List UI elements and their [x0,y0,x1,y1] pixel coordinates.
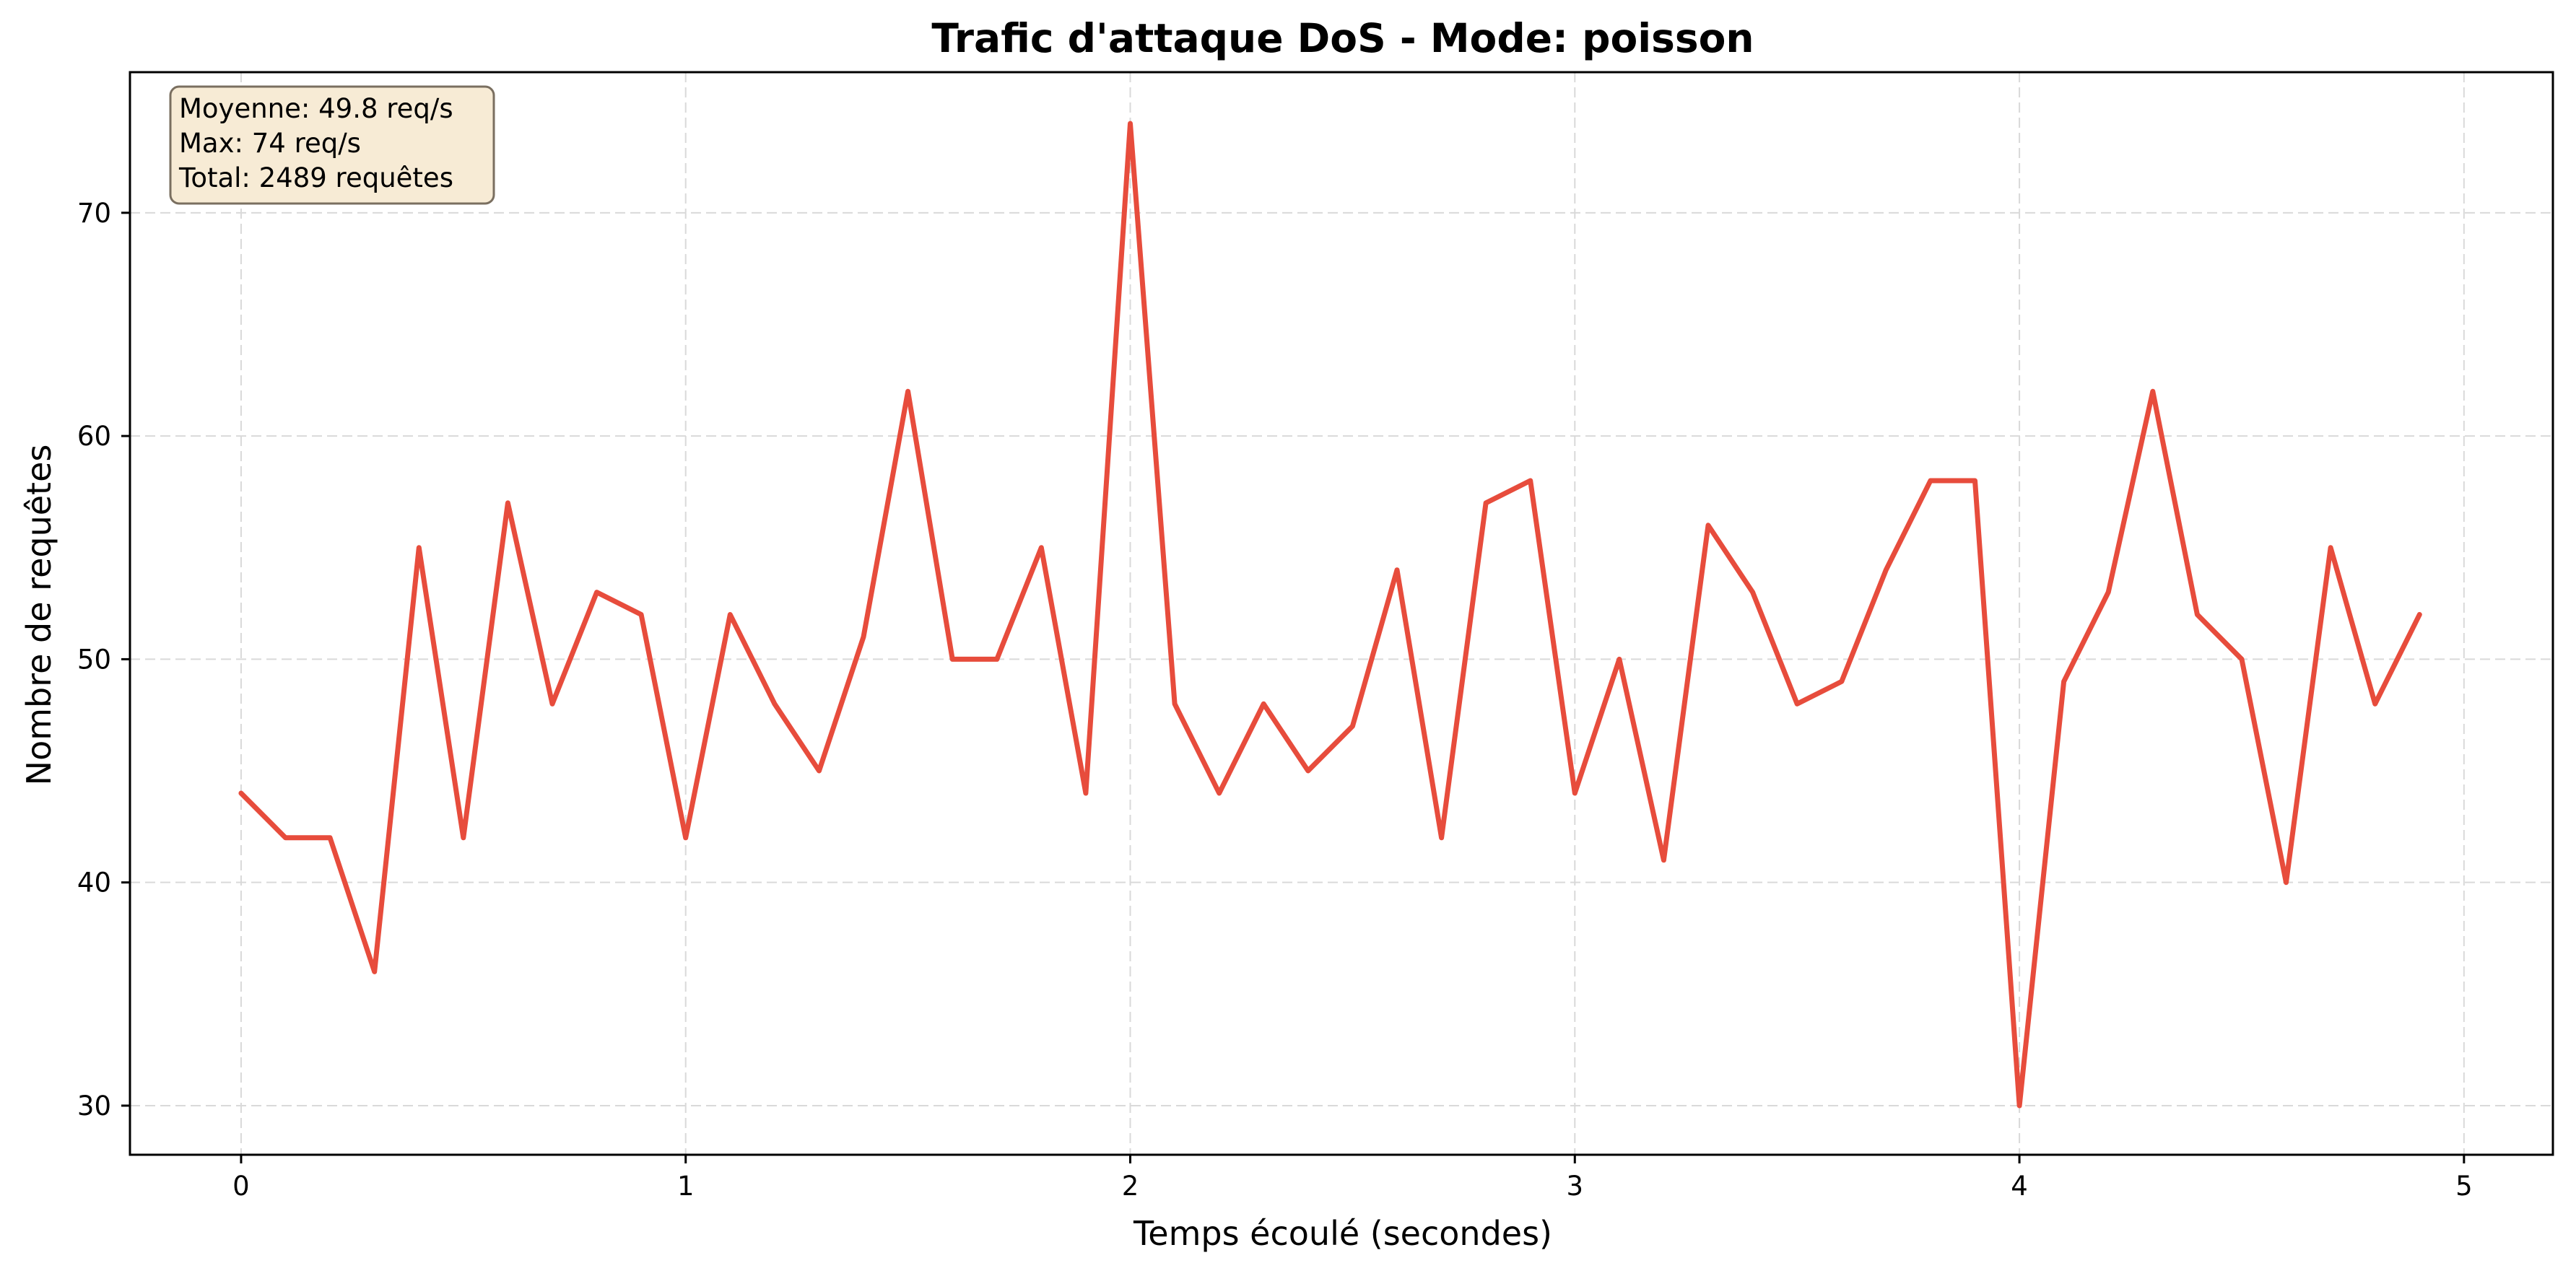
series-layer [238,121,2422,1109]
series-line [238,121,2422,1109]
y-tick-label: 50 [77,644,111,675]
plot-frame [129,71,2554,1156]
x-axis-label: Temps écoulé (secondes) [1133,1214,1552,1253]
x-tick-label: 2 [1122,1171,1139,1202]
x-tick-label: 0 [232,1171,250,1202]
y-tick-label: 60 [77,421,111,452]
stats-box: Moyenne: 49.8 req/s Max: 74 req/s Total:… [169,85,495,205]
y-tick-label: 30 [77,1091,111,1122]
stats-max: Max: 74 req/s [179,128,361,159]
grid [130,72,2553,1155]
x-tick-label: 5 [2455,1171,2473,1202]
y-tick-label: 40 [77,868,111,899]
stats-mean: Moyenne: 49.8 req/s [179,93,453,124]
ticks: 0 1 2 3 4 5 30 40 50 60 70 [77,198,2473,1202]
y-tick-label: 70 [77,198,111,229]
x-tick-label: 4 [2011,1171,2028,1202]
y-axis-label: Nombre de requêtes [19,445,58,786]
stats-box-background [169,85,495,205]
x-tick-label: 3 [1567,1171,1584,1202]
chart-title: Trafic d'attaque DoS - Mode: poisson [931,15,1754,61]
x-tick-label: 1 [677,1171,695,1202]
stats-total: Total: 2489 requêtes [178,162,453,193]
